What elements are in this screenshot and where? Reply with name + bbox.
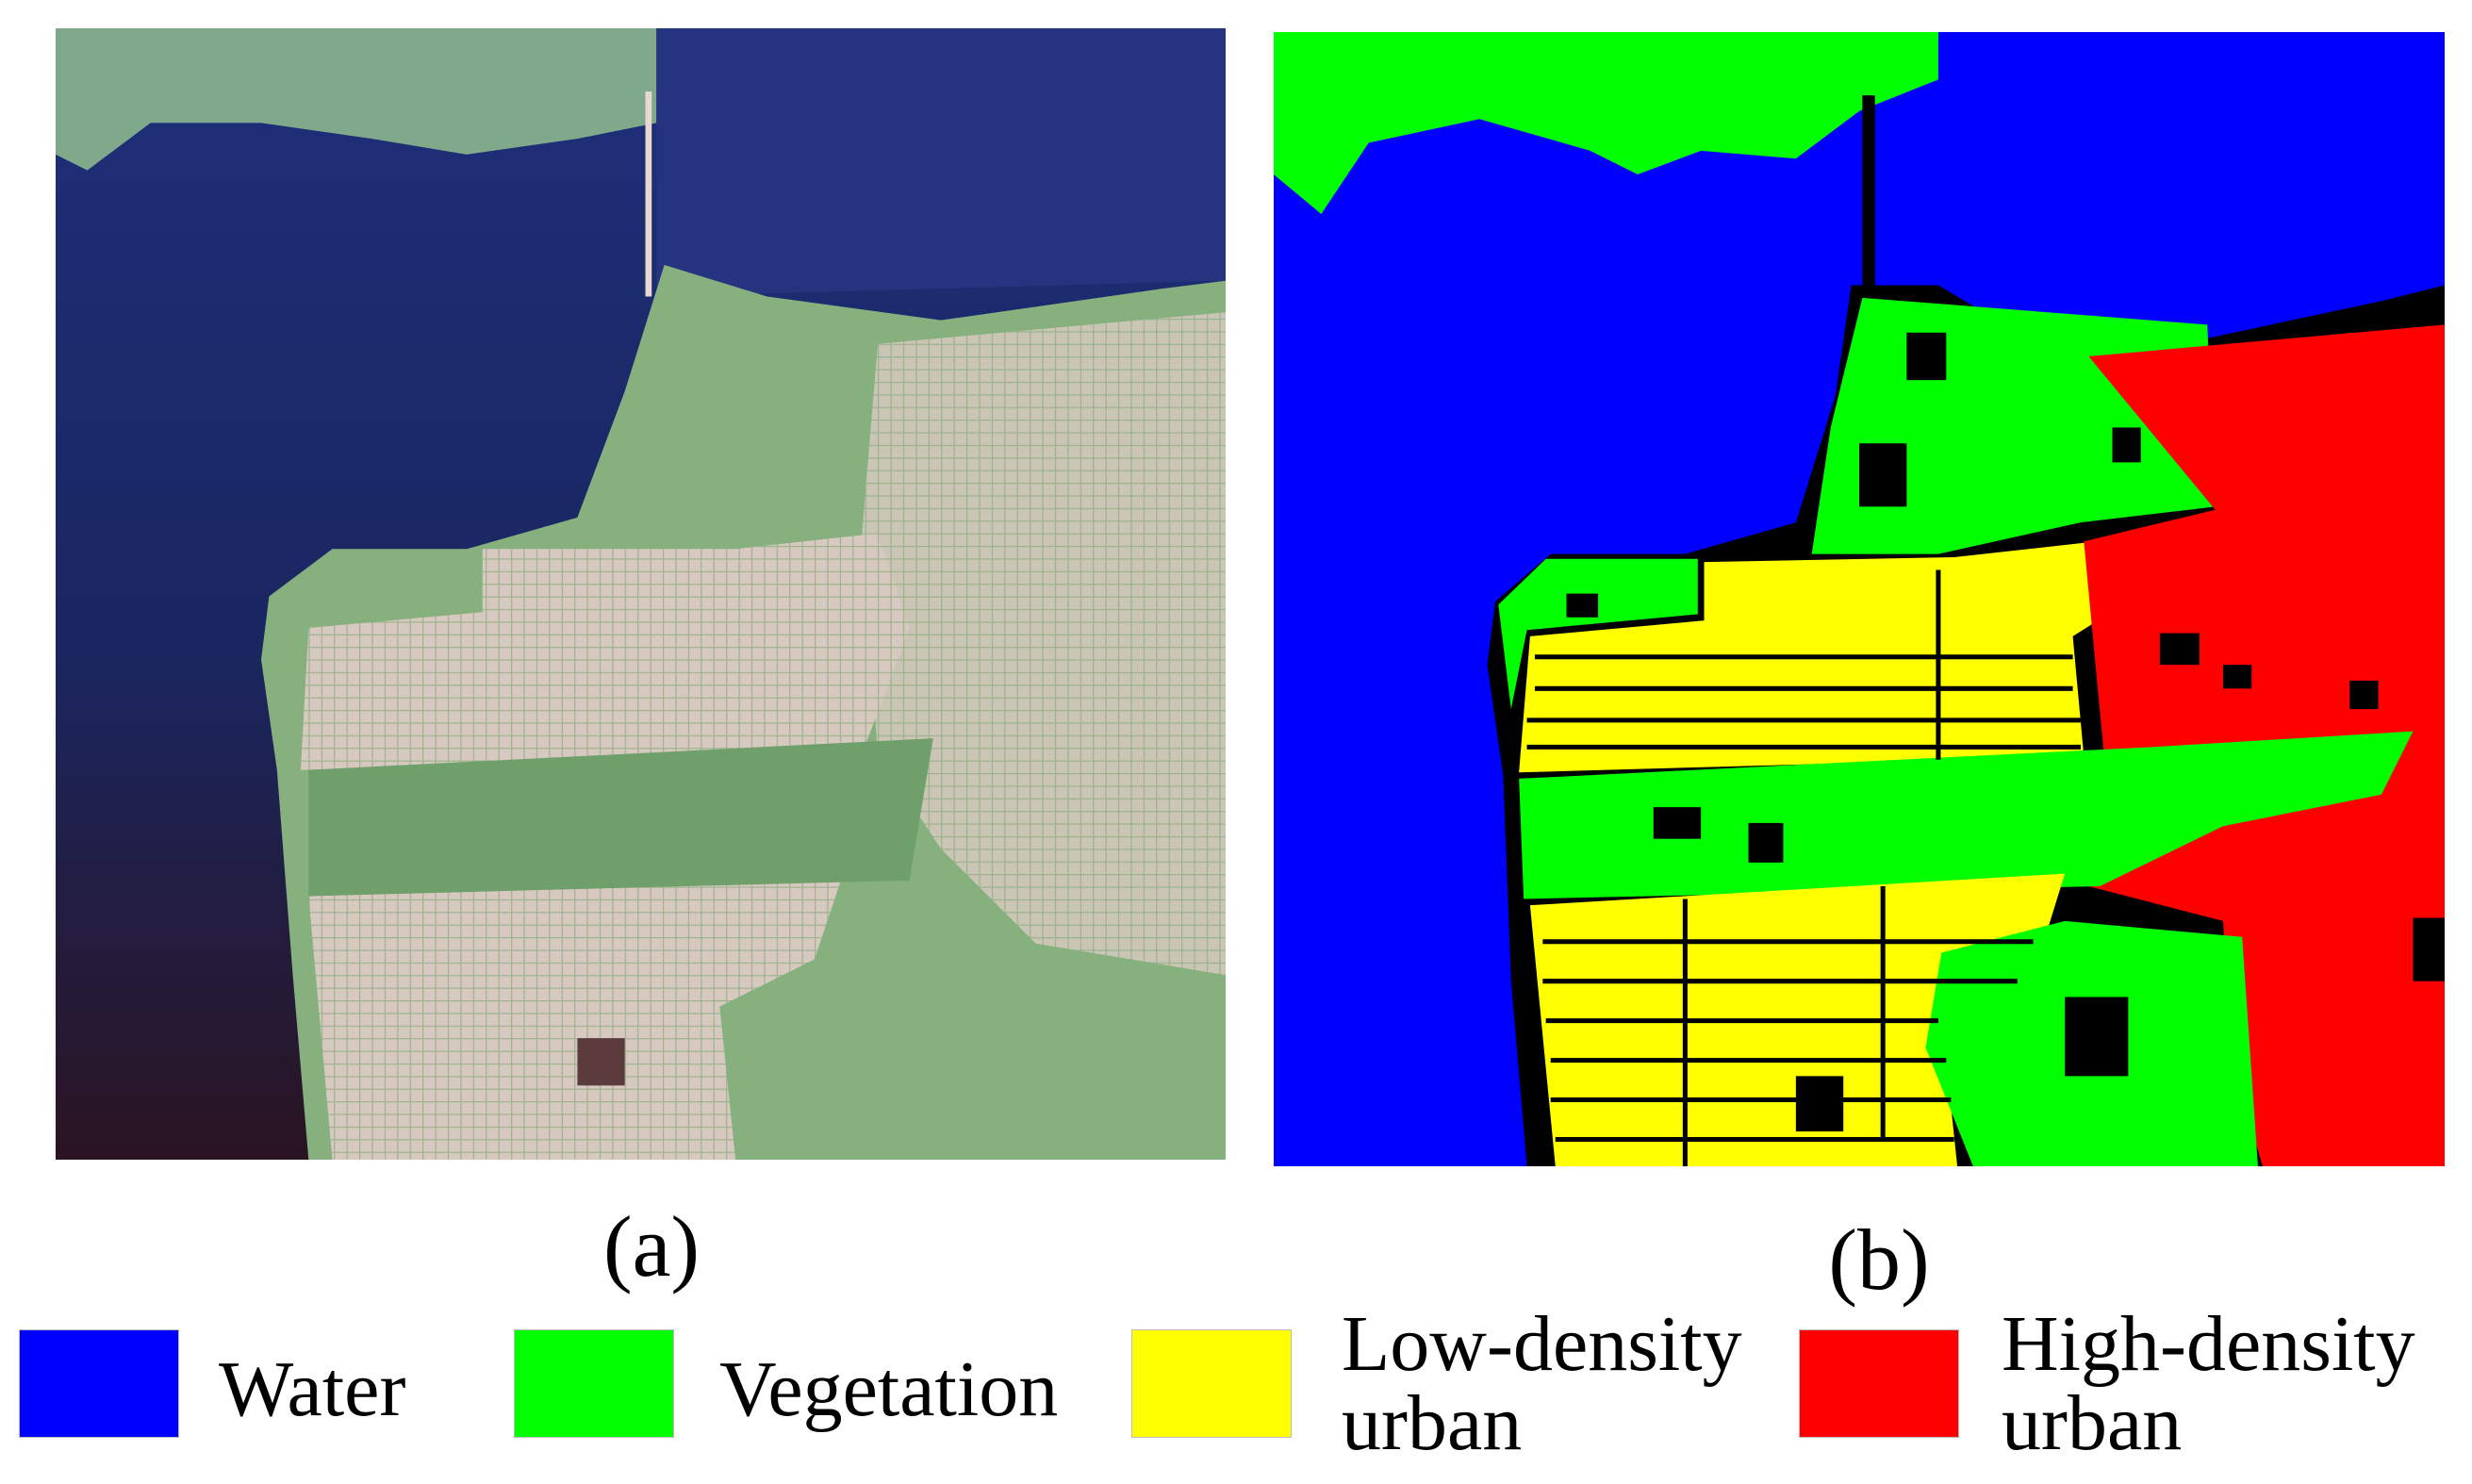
legend-label: Low-density [1342,1300,1742,1388]
legend-swatch [1799,1329,1959,1438]
panel-label: (b) [1828,1212,1930,1308]
panel-label: (a) [602,1198,700,1294]
legend-label: High-density [2002,1300,2415,1388]
classification-map [1274,32,2445,1166]
legend-label: Vegetation [719,1345,1059,1433]
satellite-image [56,28,1226,1160]
legend-label: urban [1342,1379,1523,1467]
legend-label: Water [219,1345,406,1433]
legend-swatch [1131,1329,1292,1438]
legend-label: urban [2002,1379,2183,1467]
legend-swatch [514,1329,674,1438]
legend-swatch [19,1329,179,1438]
